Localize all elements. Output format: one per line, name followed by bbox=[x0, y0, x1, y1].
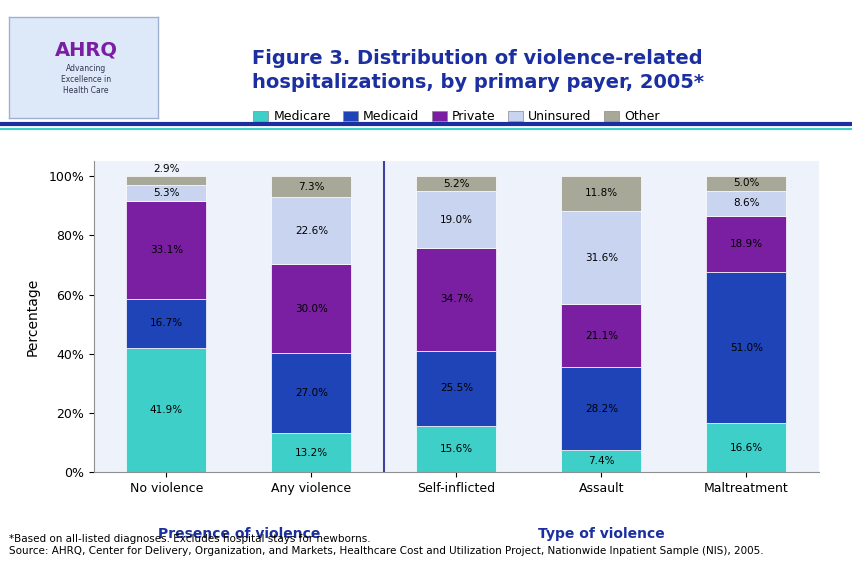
Text: 33.1%: 33.1% bbox=[150, 245, 182, 255]
Bar bbox=[126, 176, 206, 185]
Text: 13.2%: 13.2% bbox=[295, 448, 327, 458]
Text: 2.9%: 2.9% bbox=[153, 164, 180, 174]
Text: 8.6%: 8.6% bbox=[732, 198, 759, 209]
Bar bbox=[561, 176, 641, 211]
Text: Advancing
Excellence in
Health Care: Advancing Excellence in Health Care bbox=[61, 64, 111, 96]
Bar bbox=[416, 191, 496, 248]
Bar bbox=[705, 176, 786, 191]
Text: 27.0%: 27.0% bbox=[295, 388, 327, 398]
Text: 21.1%: 21.1% bbox=[584, 331, 617, 340]
Text: *Based on all-listed diagnoses. Excludes hospital stays for newborns.: *Based on all-listed diagnoses. Excludes… bbox=[9, 535, 370, 544]
Bar bbox=[126, 200, 206, 299]
Text: Type of violence: Type of violence bbox=[538, 527, 664, 541]
Text: 18.9%: 18.9% bbox=[729, 239, 762, 249]
Text: 41.9%: 41.9% bbox=[150, 406, 182, 415]
Text: Source: AHRQ, Center for Delivery, Organization, and Markets, Healthcare Cost an: Source: AHRQ, Center for Delivery, Organ… bbox=[9, 546, 763, 556]
Bar bbox=[416, 351, 496, 426]
Text: 15.6%: 15.6% bbox=[440, 444, 472, 454]
Bar bbox=[271, 264, 351, 353]
Text: 11.8%: 11.8% bbox=[584, 188, 617, 198]
Text: AHRQ: AHRQ bbox=[55, 40, 118, 59]
Text: 5.2%: 5.2% bbox=[442, 179, 469, 189]
Bar bbox=[561, 304, 641, 367]
Text: 19.0%: 19.0% bbox=[440, 215, 472, 225]
Bar bbox=[705, 216, 786, 272]
Y-axis label: Percentage: Percentage bbox=[26, 278, 40, 356]
Text: 28.2%: 28.2% bbox=[584, 404, 617, 414]
Text: Figure 3. Distribution of violence-related
hospitalizations, by primary payer, 2: Figure 3. Distribution of violence-relat… bbox=[251, 49, 703, 92]
Text: 25.5%: 25.5% bbox=[440, 384, 472, 393]
Bar bbox=[561, 450, 641, 472]
Bar bbox=[561, 211, 641, 304]
Text: 34.7%: 34.7% bbox=[440, 294, 472, 304]
Bar bbox=[126, 185, 206, 200]
Bar bbox=[705, 191, 786, 216]
Bar bbox=[271, 198, 351, 264]
Bar bbox=[126, 299, 206, 348]
Bar bbox=[271, 353, 351, 433]
Text: 31.6%: 31.6% bbox=[584, 252, 617, 263]
Legend: Medicare, Medicaid, Private, Uninsured, Other: Medicare, Medicaid, Private, Uninsured, … bbox=[248, 105, 664, 128]
Text: 16.6%: 16.6% bbox=[729, 443, 762, 453]
Text: 30.0%: 30.0% bbox=[295, 304, 327, 314]
Bar bbox=[705, 272, 786, 423]
Text: Presence of violence: Presence of violence bbox=[158, 527, 320, 541]
Bar bbox=[416, 176, 496, 191]
Bar bbox=[271, 433, 351, 472]
Text: 51.0%: 51.0% bbox=[729, 343, 762, 353]
Bar bbox=[416, 426, 496, 472]
Text: 7.4%: 7.4% bbox=[587, 456, 614, 467]
Text: 5.0%: 5.0% bbox=[733, 178, 758, 188]
Bar bbox=[561, 367, 641, 450]
Bar bbox=[416, 248, 496, 351]
Bar bbox=[705, 423, 786, 472]
Text: 22.6%: 22.6% bbox=[295, 226, 327, 236]
Bar bbox=[126, 348, 206, 472]
Text: 16.7%: 16.7% bbox=[150, 319, 182, 328]
Text: 5.3%: 5.3% bbox=[153, 188, 180, 198]
Text: 7.3%: 7.3% bbox=[297, 181, 325, 192]
Bar bbox=[271, 176, 351, 198]
